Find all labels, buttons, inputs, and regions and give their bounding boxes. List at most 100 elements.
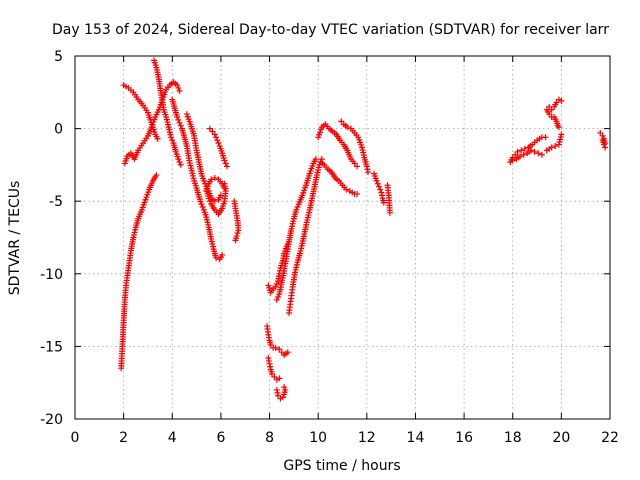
data-point <box>555 124 562 131</box>
plot-frame <box>74 55 611 420</box>
series-arc-M <box>273 384 289 402</box>
data-point <box>223 163 230 170</box>
data-point <box>558 131 565 138</box>
data-point <box>520 151 527 158</box>
data-point <box>373 177 380 184</box>
series-arc-Q <box>317 158 361 197</box>
data-point <box>284 349 291 356</box>
data-point <box>279 394 286 401</box>
data-point <box>174 82 181 89</box>
x-axis-label: GPS time / hours <box>283 458 400 474</box>
data-point <box>527 147 534 154</box>
data-point <box>344 124 351 131</box>
data-point <box>168 134 175 141</box>
data-point-dense <box>265 357 272 364</box>
data-point <box>542 134 549 141</box>
data-point-dense <box>374 180 381 187</box>
data-point <box>235 227 242 234</box>
x-tick-label: 2 <box>119 430 128 446</box>
data-point <box>354 163 361 170</box>
series-arc-J <box>231 198 242 244</box>
data-point <box>343 186 350 193</box>
data-point <box>211 198 218 205</box>
data-point-dense <box>379 192 386 199</box>
series-arc-A-rise <box>118 172 160 372</box>
y-tick-label: -15 <box>40 339 63 355</box>
data-point-dense <box>199 204 206 211</box>
data-point <box>521 145 528 152</box>
y-tick-label: -20 <box>40 412 63 428</box>
series-arc-V <box>507 134 549 165</box>
data-point <box>293 206 300 213</box>
data-point-dense <box>215 140 222 147</box>
data-point <box>552 143 559 150</box>
data-point <box>174 113 181 120</box>
series-arc-U <box>384 182 393 216</box>
data-point <box>514 148 521 155</box>
data-point <box>154 135 161 142</box>
data-point-dense <box>265 334 272 341</box>
series-arc-O-rise <box>286 156 325 317</box>
x-tick-label: 8 <box>265 430 274 446</box>
data-point <box>599 137 606 144</box>
data-point <box>318 156 325 163</box>
data-point <box>177 161 184 168</box>
data-point <box>214 137 221 144</box>
data-point-dense <box>169 137 176 144</box>
data-point-dense <box>213 134 220 141</box>
data-points <box>118 57 609 402</box>
data-point <box>272 344 279 351</box>
y-tick-label: 0 <box>54 122 63 138</box>
data-point <box>232 237 239 244</box>
data-point <box>558 98 565 105</box>
data-point <box>153 172 160 179</box>
data-point-dense <box>222 160 229 167</box>
series-arc-K <box>264 323 291 359</box>
series-arc-S <box>338 118 372 176</box>
data-point <box>518 147 525 154</box>
data-point <box>273 296 280 303</box>
y-tick-label: -5 <box>49 194 63 210</box>
chart-title: Day 153 of 2024, Sidereal Day-to-day VTE… <box>52 22 609 38</box>
data-point <box>312 156 319 163</box>
x-tick-label: 20 <box>552 430 570 446</box>
x-tick-label: 12 <box>358 430 376 446</box>
data-point <box>200 177 207 184</box>
data-point <box>211 174 218 181</box>
data-point <box>265 355 272 362</box>
data-point-dense <box>175 116 182 123</box>
series-arc-C <box>120 82 161 142</box>
data-point <box>221 185 228 192</box>
x-tick-label: 10 <box>309 430 327 446</box>
data-point <box>365 169 372 176</box>
data-point <box>273 386 280 393</box>
data-point <box>221 157 228 164</box>
series-arc-X <box>543 131 565 154</box>
x-tick-label: 0 <box>71 430 80 446</box>
data-point <box>354 190 361 197</box>
data-point <box>535 150 542 157</box>
data-point-dense <box>273 280 280 287</box>
data-point <box>213 254 220 261</box>
series-arc-W <box>509 147 545 164</box>
series-arc-P-rise <box>273 156 319 303</box>
data-point <box>548 144 555 151</box>
x-tick-label: 4 <box>168 430 177 446</box>
series-arc-R <box>315 121 361 170</box>
y-tick-label: -10 <box>40 267 63 283</box>
x-tick-label: 22 <box>601 430 619 446</box>
series-arc-D-top <box>151 57 184 168</box>
data-point <box>517 153 524 160</box>
series-arc-T <box>371 170 387 206</box>
data-point <box>531 148 538 155</box>
data-point-dense <box>177 122 184 129</box>
data-point <box>509 157 516 164</box>
data-point-dense <box>364 166 371 173</box>
data-point <box>602 144 609 151</box>
x-tick-label: 16 <box>455 430 473 446</box>
data-point <box>217 192 224 199</box>
data-point <box>386 209 393 216</box>
data-point <box>272 283 279 290</box>
data-point <box>176 119 183 126</box>
